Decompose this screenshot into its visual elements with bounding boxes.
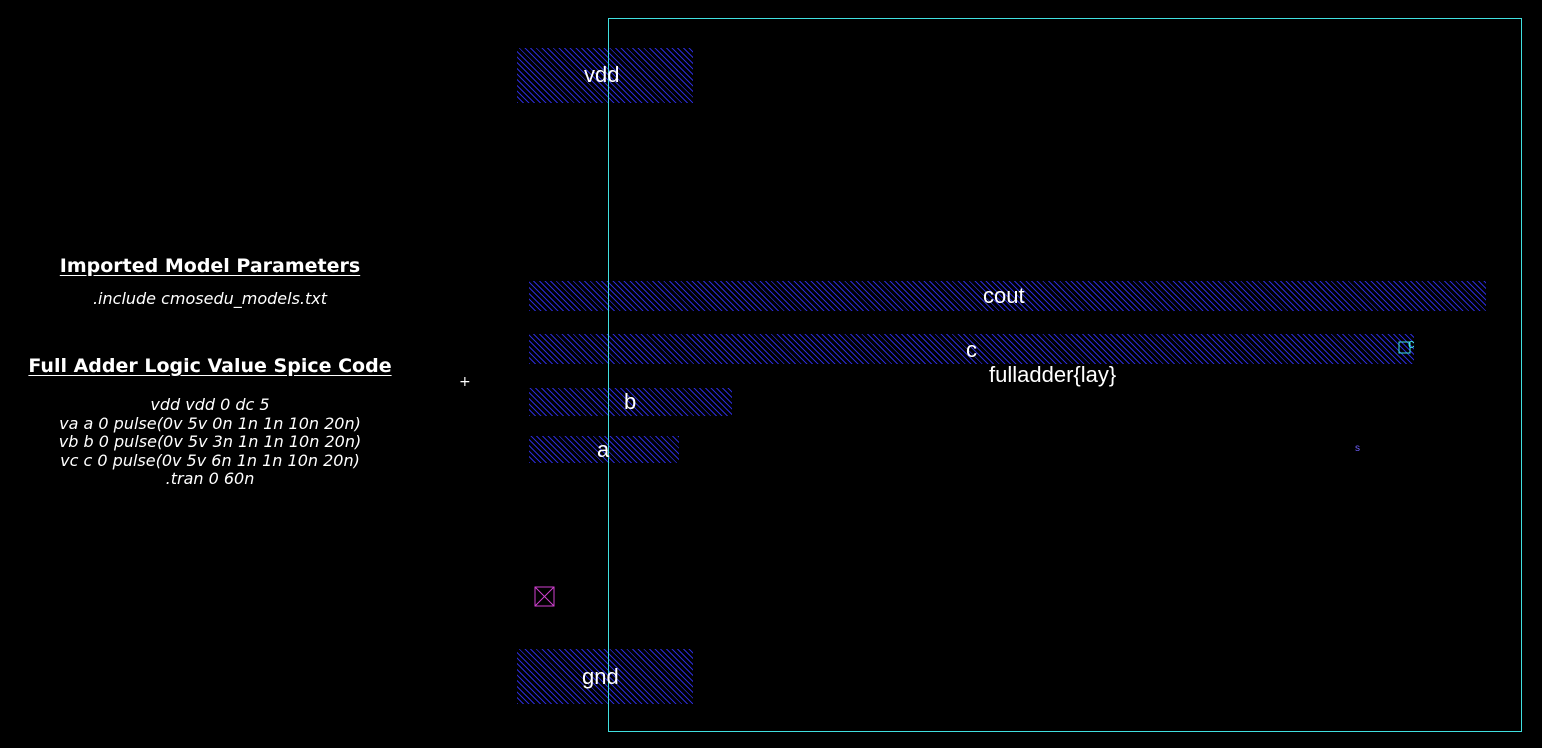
spice-line: va a 0 pulse(0v 5v 0n 1n 1n 10n 20n) bbox=[59, 413, 361, 433]
vdd-pin-label: vdd bbox=[584, 62, 620, 87]
cout-metal-wire[interactable] bbox=[529, 281, 1486, 311]
spice-code-block: vdd vdd 0 dc 5 va a 0 pulse(0v 5v 0n 1n … bbox=[10, 395, 410, 489]
gnd-pin-label: gnd bbox=[582, 664, 619, 689]
cell-instance-name: fulladder{lay} bbox=[989, 362, 1117, 387]
a-metal-wire[interactable] bbox=[529, 436, 679, 463]
vdd-metal-rail[interactable] bbox=[517, 48, 693, 103]
model-parameters-heading: Imported Model Parameters bbox=[59, 255, 361, 277]
model-include-line: .include cmosedu_models.txt bbox=[92, 289, 328, 308]
cout-pin-label: cout bbox=[983, 283, 1025, 308]
b-metal-wire[interactable] bbox=[529, 388, 732, 416]
spice-line: vc c 0 pulse(0v 5v 6n 1n 1n 10n 20n) bbox=[60, 450, 360, 470]
b-pin-label: b bbox=[624, 389, 637, 414]
spice-line: vb b 0 pulse(0v 5v 3n 1n 1n 10n 20n) bbox=[58, 432, 362, 451]
c-metal-wire[interactable] bbox=[529, 334, 1414, 364]
port-marker-box bbox=[1398, 341, 1411, 354]
small-marker-label: s bbox=[1355, 443, 1360, 454]
spice-line: vdd vdd 0 dc 5 bbox=[150, 395, 270, 414]
gnd-metal-rail[interactable] bbox=[517, 649, 693, 704]
origin-cross-icon: + bbox=[459, 374, 471, 390]
c-pin-label: c bbox=[966, 337, 977, 362]
port-marker-icon[interactable]: c bbox=[1396, 336, 1420, 358]
spice-line: .tran 0 60n bbox=[165, 469, 255, 488]
a-pin-label: a bbox=[597, 437, 610, 462]
spice-code-heading: Full Adder Logic Value Spice Code bbox=[28, 355, 392, 377]
contact-via-icon[interactable] bbox=[534, 586, 556, 608]
port-marker-label: c bbox=[1408, 336, 1415, 351]
